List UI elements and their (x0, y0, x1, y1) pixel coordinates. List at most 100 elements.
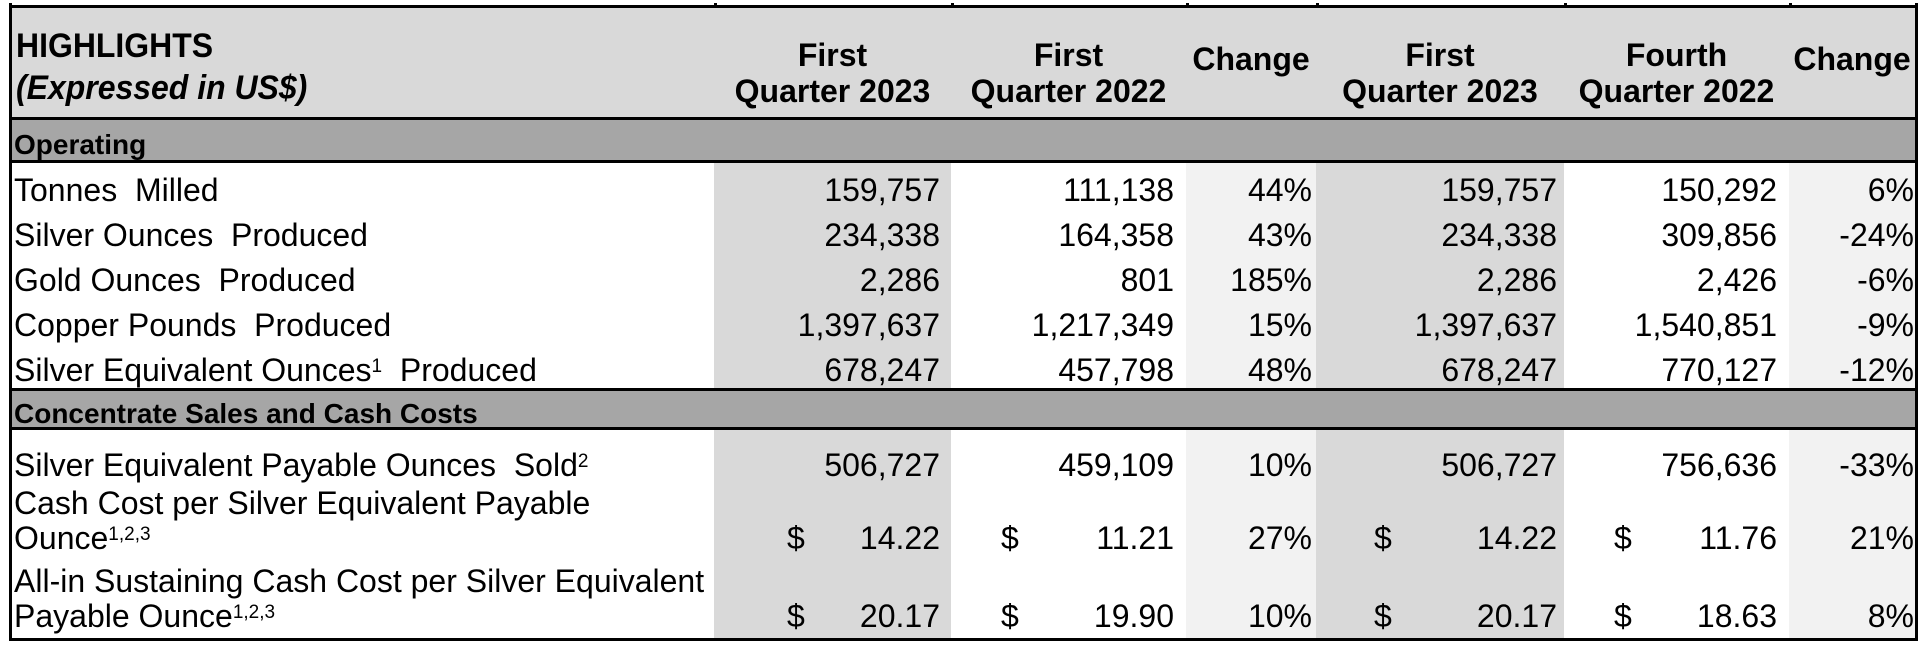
value-text: 234,338 (824, 217, 940, 253)
value-text: 2,426 (1696, 262, 1777, 298)
value-cell: 1,217,349 (951, 298, 1186, 343)
currency-symbol: $ (1614, 520, 1632, 556)
section-header: Concentrate Sales and Cash Costs (12, 391, 1915, 429)
value-text: -6% (1857, 262, 1914, 298)
row-divider (12, 388, 1915, 391)
currency-symbol: $ (1374, 520, 1392, 556)
column-header-change-yoy: Change (1186, 8, 1316, 117)
row-label: Silver Equivalent Payable Ounces Sold2 (14, 447, 589, 483)
value-cell: 44% (1186, 163, 1316, 208)
value-cell: 159,757 (714, 163, 951, 208)
section-header: Operating (12, 120, 1915, 160)
value-cell: 1,397,637 (1316, 298, 1564, 343)
value-cell: 457,798 (951, 343, 1186, 388)
grid-nub (951, 3, 954, 8)
value-text: 770,127 (1661, 352, 1777, 388)
row-label: Cash Cost per Silver Equivalent Payable O… (14, 485, 591, 556)
table-subtitle: (Expressed in US$) (16, 69, 308, 107)
value-text: 1,540,851 (1634, 307, 1777, 343)
value-cell: 10% (1186, 430, 1316, 483)
row-divider (12, 160, 1915, 163)
row-label: Silver Equivalent Ounces1 Produced (14, 352, 537, 388)
value-cell: 2,286 (714, 253, 951, 298)
value-cell: 309,856 (1564, 208, 1789, 253)
value-text: 11.21 (1096, 520, 1174, 556)
value-text: 678,247 (1441, 352, 1557, 388)
grid-nub (1186, 3, 1189, 8)
value-cell: 801 (951, 253, 1186, 298)
value-text: -33% (1839, 447, 1914, 483)
value-cell: 21% (1789, 483, 1915, 556)
value-cell: 2,426 (1564, 253, 1789, 298)
value-cell: 506,727 (714, 430, 951, 483)
value-text: 10% (1247, 598, 1312, 634)
column-header-q4-2022: Fourth Quarter 2022 (1564, 8, 1789, 117)
grid-nub (1915, 3, 1918, 8)
row-label: Gold Ounces Produced (14, 262, 356, 298)
value-cell: $11.21 (951, 483, 1186, 556)
value-cell: 1,540,851 (1564, 298, 1789, 343)
value-cell: 459,109 (951, 430, 1186, 483)
section-title: Operating (14, 129, 147, 160)
table-title-cell: HIGHLIGHTS (Expressed in US$) (12, 8, 714, 117)
value-cell: 234,338 (1316, 208, 1564, 253)
value-cell: 27% (1186, 483, 1316, 556)
currency-symbol: $ (1374, 598, 1392, 634)
value-cell: 150,292 (1564, 163, 1789, 208)
value-text: 506,727 (1441, 447, 1557, 483)
value-text: 44% (1247, 172, 1312, 208)
value-text: 756,636 (1661, 447, 1777, 483)
value-cell: 15% (1186, 298, 1316, 343)
value-cell: 159,757 (1316, 163, 1564, 208)
value-cell: 2,286 (1316, 253, 1564, 298)
currency-symbol: $ (1001, 598, 1019, 634)
value-cell: 234,338 (714, 208, 951, 253)
value-cell: 48% (1186, 343, 1316, 388)
value-cell: 10% (1186, 556, 1316, 638)
value-cell: -33% (1789, 430, 1915, 483)
value-cell: $20.17 (714, 556, 951, 638)
currency-symbol: $ (1001, 520, 1019, 556)
value-cell: 770,127 (1564, 343, 1789, 388)
value-text: 15% (1247, 307, 1312, 343)
footnote-marker: 1,2,3 (232, 602, 276, 623)
value-text: 20.17 (859, 598, 940, 634)
value-text: 459,109 (1058, 447, 1174, 483)
value-text: 111,138 (1063, 172, 1174, 208)
currency-symbol: $ (787, 598, 805, 634)
grid-nub (714, 3, 717, 8)
value-text: 234,338 (1441, 217, 1557, 253)
value-cell: 756,636 (1564, 430, 1789, 483)
value-cell: 185% (1186, 253, 1316, 298)
grid-nub (1564, 3, 1567, 8)
value-cell: $14.22 (1316, 483, 1564, 556)
row-label: Tonnes Milled (14, 172, 219, 208)
value-cell: $14.22 (714, 483, 951, 556)
currency-symbol: $ (787, 520, 805, 556)
row-label: Copper Pounds Produced (14, 307, 392, 343)
value-text: 18.63 (1696, 598, 1777, 634)
value-cell: -12% (1789, 343, 1915, 388)
value-cell: -6% (1789, 253, 1915, 298)
row-label: All-in Sustaining Cash Cost per Silver E… (14, 563, 705, 634)
value-text: 2,286 (859, 262, 940, 298)
table-title: HIGHLIGHTS (16, 27, 214, 65)
section-title: Concentrate Sales and Cash Costs (14, 398, 478, 429)
value-text: 48% (1247, 352, 1312, 388)
value-text: 27% (1247, 520, 1312, 556)
currency-symbol: $ (1614, 598, 1632, 634)
row-divider (12, 427, 1915, 430)
value-cell: -9% (1789, 298, 1915, 343)
value-cell: 678,247 (1316, 343, 1564, 388)
value-text: 10% (1247, 447, 1312, 483)
value-text: 2,286 (1476, 262, 1557, 298)
value-text: 185% (1230, 262, 1312, 298)
value-text: 1,397,637 (797, 307, 940, 343)
value-text: 11.76 (1699, 520, 1777, 556)
row-label: Silver Ounces Produced (14, 217, 368, 253)
value-cell: $20.17 (1316, 556, 1564, 638)
value-text: 801 (1120, 262, 1174, 298)
value-cell: 8% (1789, 556, 1915, 638)
value-text: 309,856 (1661, 217, 1777, 253)
column-header-q1-2023: First Quarter 2023 (714, 8, 951, 117)
